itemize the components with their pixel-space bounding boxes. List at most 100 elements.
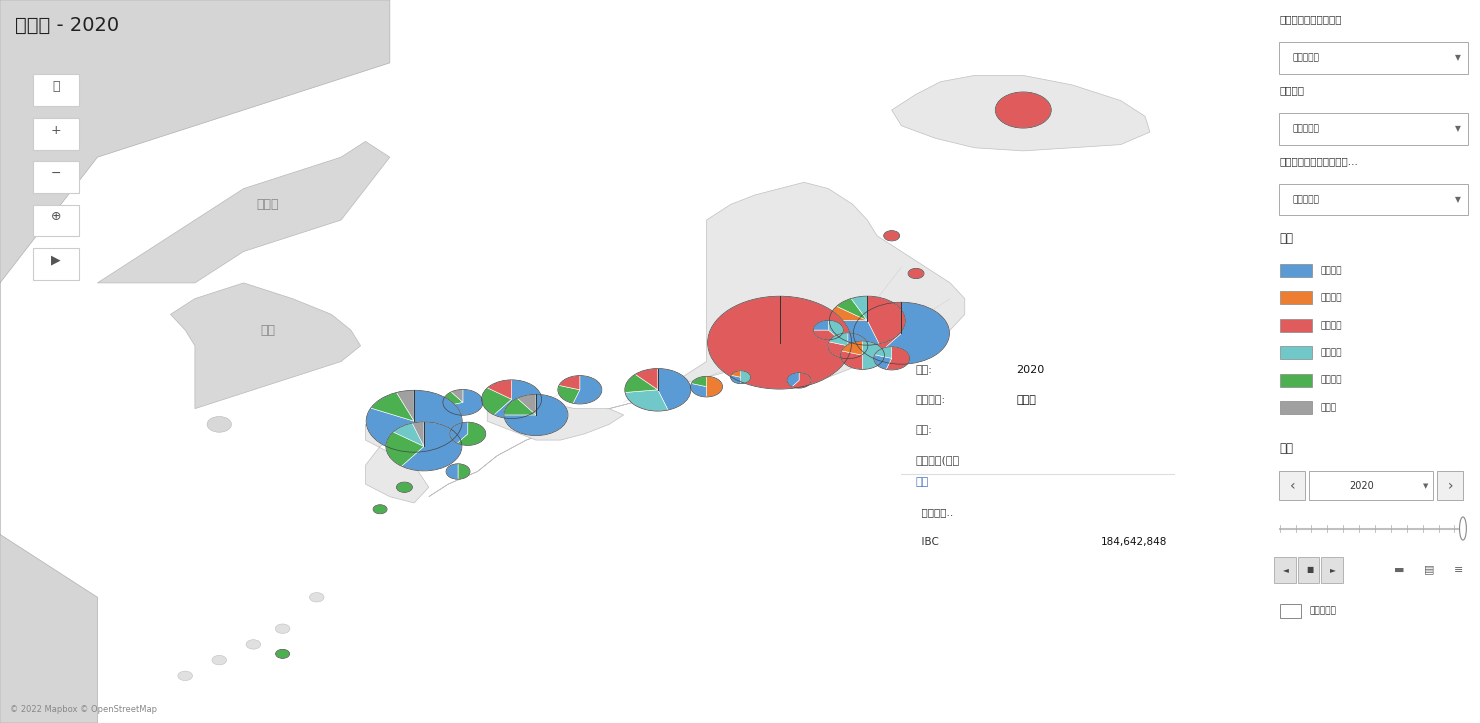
Wedge shape bbox=[836, 299, 867, 320]
Wedge shape bbox=[505, 398, 536, 415]
Text: 国内品 - 2020: 国内品 - 2020 bbox=[15, 16, 118, 35]
Text: ►: ► bbox=[1331, 565, 1336, 574]
Wedge shape bbox=[995, 92, 1051, 128]
Text: ▼: ▼ bbox=[1424, 483, 1428, 489]
Text: IBC: IBC bbox=[915, 537, 938, 547]
Wedge shape bbox=[873, 355, 891, 369]
Wedge shape bbox=[792, 372, 811, 388]
Text: 三沢工場: 三沢工場 bbox=[1320, 294, 1342, 302]
Polygon shape bbox=[98, 142, 389, 283]
Wedge shape bbox=[494, 380, 542, 419]
Wedge shape bbox=[842, 341, 863, 355]
Text: 愛媛工場: 愛媛工場 bbox=[1320, 266, 1342, 275]
Wedge shape bbox=[445, 463, 457, 479]
Wedge shape bbox=[505, 394, 568, 435]
Text: 2020: 2020 bbox=[1017, 365, 1045, 375]
Wedge shape bbox=[625, 375, 657, 393]
Text: 包材分類（分析用）（グ...: 包材分類（分析用）（グ... bbox=[1280, 156, 1359, 166]
Wedge shape bbox=[691, 377, 706, 387]
Wedge shape bbox=[829, 307, 867, 320]
FancyBboxPatch shape bbox=[1274, 557, 1296, 583]
Wedge shape bbox=[909, 268, 924, 278]
Text: （すべて）: （すべて） bbox=[1292, 54, 1319, 62]
Wedge shape bbox=[731, 375, 740, 384]
Wedge shape bbox=[657, 369, 691, 410]
Wedge shape bbox=[814, 330, 838, 340]
Wedge shape bbox=[867, 296, 906, 344]
Text: ▤: ▤ bbox=[1424, 565, 1434, 575]
Text: ■: ■ bbox=[1305, 565, 1313, 574]
Wedge shape bbox=[829, 320, 844, 338]
Text: −: − bbox=[50, 167, 61, 180]
FancyBboxPatch shape bbox=[1298, 557, 1319, 583]
Wedge shape bbox=[691, 383, 706, 397]
Text: 担当部門（グループ）: 担当部門（グループ） bbox=[1280, 14, 1342, 25]
Polygon shape bbox=[891, 75, 1150, 151]
Circle shape bbox=[1459, 517, 1467, 540]
Wedge shape bbox=[706, 377, 722, 397]
FancyBboxPatch shape bbox=[1279, 113, 1468, 145]
Wedge shape bbox=[884, 231, 900, 241]
Wedge shape bbox=[625, 390, 667, 411]
Wedge shape bbox=[841, 351, 863, 369]
Wedge shape bbox=[740, 371, 750, 384]
Bar bbox=[1280, 319, 1311, 332]
Wedge shape bbox=[573, 375, 602, 404]
Text: 都道府県:: 都道府県: bbox=[915, 395, 946, 406]
Text: ▼: ▼ bbox=[1455, 195, 1461, 204]
Wedge shape bbox=[707, 296, 851, 389]
Text: ▬: ▬ bbox=[1394, 565, 1405, 575]
Wedge shape bbox=[873, 302, 950, 364]
FancyBboxPatch shape bbox=[1310, 471, 1433, 500]
Text: ▼: ▼ bbox=[1455, 124, 1461, 133]
Wedge shape bbox=[829, 333, 848, 346]
Text: 層歴の表示: 層歴の表示 bbox=[1310, 607, 1336, 615]
Text: 年度:: 年度: bbox=[915, 365, 932, 375]
Text: 包材分類..: 包材分類.. bbox=[915, 508, 953, 518]
Bar bbox=[1280, 604, 1301, 618]
Text: 茨城績: 茨城績 bbox=[1017, 395, 1036, 406]
Wedge shape bbox=[411, 422, 423, 446]
FancyBboxPatch shape bbox=[33, 74, 78, 106]
Text: 大分工場: 大分工場 bbox=[1320, 376, 1342, 385]
Wedge shape bbox=[854, 302, 901, 359]
Text: 2020: 2020 bbox=[1350, 481, 1373, 491]
Bar bbox=[1280, 346, 1311, 359]
Polygon shape bbox=[429, 182, 965, 497]
FancyBboxPatch shape bbox=[1279, 42, 1468, 74]
Wedge shape bbox=[731, 371, 740, 377]
FancyBboxPatch shape bbox=[1322, 557, 1342, 583]
Text: ◄: ◄ bbox=[1283, 565, 1289, 574]
Text: ▼: ▼ bbox=[1455, 54, 1461, 62]
Text: ▶: ▶ bbox=[50, 254, 61, 267]
Text: © 2022 Mapbox © OpenStreetMap: © 2022 Mapbox © OpenStreetMap bbox=[10, 705, 157, 714]
Text: 日本: 日本 bbox=[747, 364, 764, 378]
Text: （すべて）: （すべて） bbox=[1292, 195, 1319, 204]
Wedge shape bbox=[559, 375, 580, 390]
Wedge shape bbox=[443, 392, 463, 406]
Text: 納入工場: 納入工場 bbox=[1280, 85, 1305, 95]
Wedge shape bbox=[863, 341, 885, 369]
Bar bbox=[1280, 374, 1311, 387]
Text: ‹: ‹ bbox=[1289, 479, 1295, 493]
FancyBboxPatch shape bbox=[33, 248, 78, 280]
Wedge shape bbox=[450, 422, 468, 443]
Bar bbox=[1280, 291, 1311, 304]
Circle shape bbox=[178, 671, 192, 680]
Text: ⊕: ⊕ bbox=[50, 210, 61, 223]
FancyBboxPatch shape bbox=[33, 118, 78, 150]
Text: ≡: ≡ bbox=[1453, 565, 1464, 575]
Wedge shape bbox=[397, 482, 413, 492]
Text: 大阪工場: 大阪工場 bbox=[1320, 348, 1342, 357]
Wedge shape bbox=[386, 432, 423, 466]
Polygon shape bbox=[170, 283, 361, 408]
Wedge shape bbox=[829, 320, 879, 345]
Bar bbox=[1280, 401, 1311, 414]
Bar bbox=[1280, 264, 1311, 277]
Circle shape bbox=[207, 416, 231, 432]
Wedge shape bbox=[401, 422, 462, 471]
Wedge shape bbox=[444, 390, 482, 415]
Wedge shape bbox=[397, 390, 414, 422]
FancyBboxPatch shape bbox=[33, 161, 78, 193]
Wedge shape bbox=[848, 333, 867, 359]
